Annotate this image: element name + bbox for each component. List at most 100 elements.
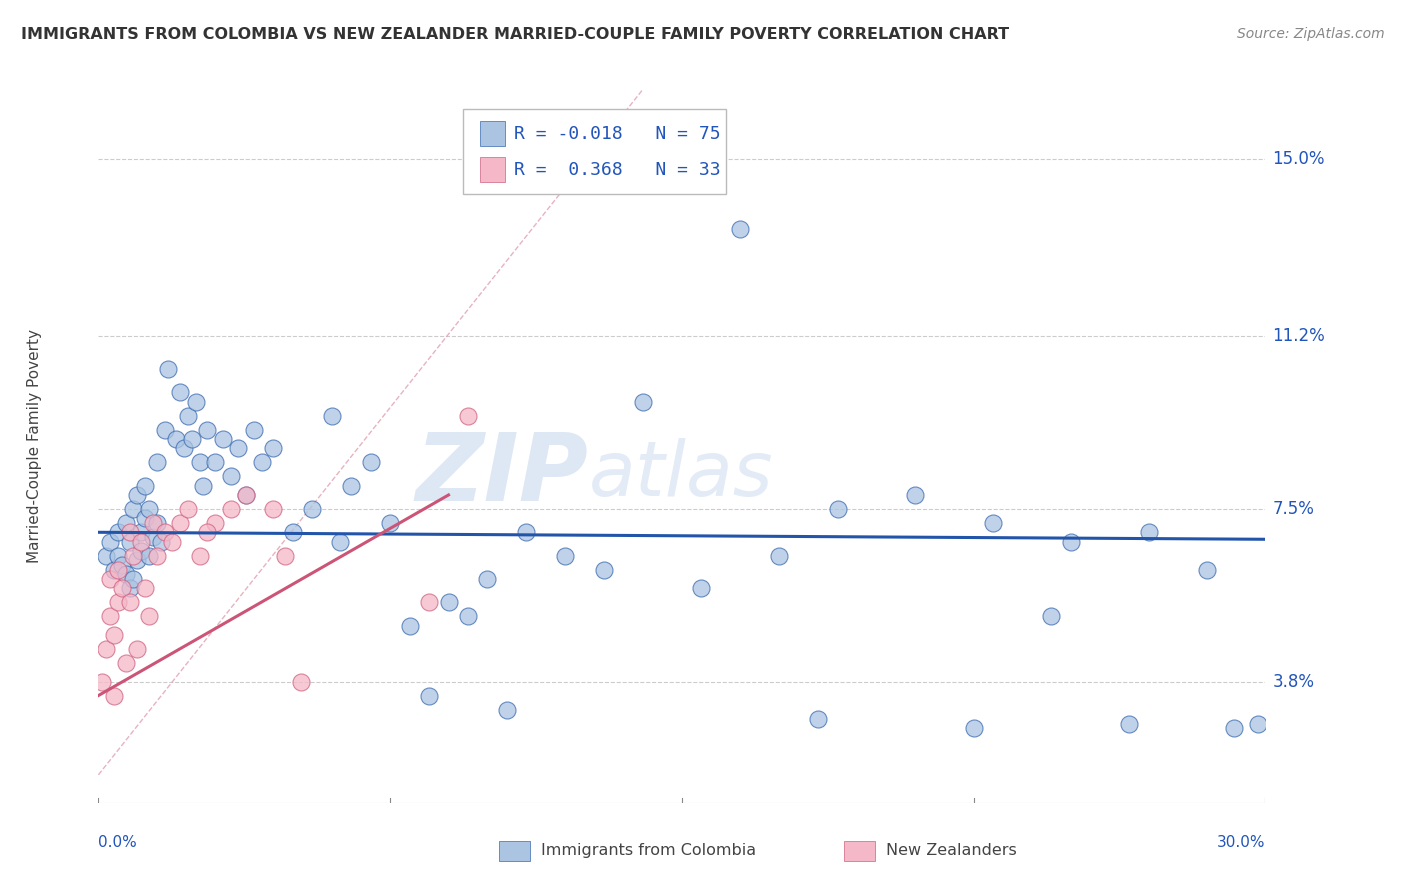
Text: 3.8%: 3.8% (1272, 673, 1315, 690)
Point (1118, 716, 1140, 731)
Point (98, 572, 121, 586)
Point (107, 525, 129, 540)
Point (321, 409, 343, 423)
Text: R =  0.368   N = 33: R = 0.368 N = 33 (513, 161, 720, 178)
Point (378, 516, 402, 530)
Point (177, 502, 200, 516)
Point (250, 455, 273, 469)
Point (177, 409, 200, 423)
Point (107, 549, 129, 563)
Point (122, 502, 145, 516)
Point (235, 488, 257, 502)
Point (169, 385, 191, 400)
Point (91, 674, 114, 689)
Point (188, 549, 211, 563)
Text: 30.0%: 30.0% (1218, 835, 1265, 850)
Point (827, 502, 849, 516)
Point (290, 674, 312, 689)
Point (118, 534, 141, 549)
Point (129, 544, 152, 558)
Point (962, 721, 984, 735)
Point (149, 534, 172, 549)
Point (418, 595, 440, 609)
Point (138, 609, 160, 624)
Point (103, 628, 125, 642)
Point (329, 534, 352, 549)
Point (122, 549, 145, 563)
Point (281, 525, 304, 540)
Point (153, 525, 176, 540)
Point (768, 549, 790, 563)
Text: 11.2%: 11.2% (1272, 327, 1324, 345)
Point (193, 478, 215, 492)
Text: Immigrants from Colombia: Immigrants from Colombia (541, 844, 756, 858)
Point (138, 502, 160, 516)
Point (554, 549, 576, 563)
Point (107, 563, 129, 577)
Point (1040, 609, 1063, 624)
Point (219, 469, 242, 483)
Point (129, 525, 152, 540)
Text: IMMIGRANTS FROM COLOMBIA VS NEW ZEALANDER MARRIED-COUPLE FAMILY POVERTY CORRELAT: IMMIGRANTS FROM COLOMBIA VS NEW ZEALANDE… (21, 27, 1010, 42)
Point (127, 641, 149, 656)
Point (98, 534, 121, 549)
Text: atlas: atlas (589, 438, 773, 511)
Point (1137, 525, 1160, 540)
Point (173, 442, 195, 456)
Point (195, 525, 218, 540)
Point (162, 534, 184, 549)
Point (138, 549, 160, 563)
Point (593, 563, 616, 577)
Point (398, 618, 420, 632)
Point (235, 488, 257, 502)
Point (1223, 721, 1246, 735)
Point (495, 702, 517, 716)
Point (134, 478, 156, 492)
Point (262, 502, 284, 516)
Point (157, 362, 180, 376)
Point (457, 609, 479, 624)
Point (96, 549, 118, 563)
Point (127, 488, 149, 502)
Point (1195, 563, 1218, 577)
Point (212, 432, 235, 446)
Point (129, 534, 152, 549)
Point (360, 455, 382, 469)
Point (204, 516, 226, 530)
Point (118, 581, 141, 595)
Point (169, 516, 191, 530)
Point (111, 581, 134, 595)
Point (195, 423, 218, 437)
Point (134, 581, 156, 595)
Point (142, 516, 165, 530)
Point (515, 525, 537, 540)
Text: R = -0.018   N = 75: R = -0.018 N = 75 (513, 125, 720, 143)
Point (114, 656, 136, 670)
Point (153, 423, 176, 437)
Point (103, 689, 125, 703)
Text: Married-Couple Family Poverty: Married-Couple Family Poverty (27, 329, 42, 563)
Point (981, 516, 1004, 530)
Point (146, 455, 169, 469)
Point (437, 595, 460, 609)
Point (165, 432, 187, 446)
Point (728, 222, 751, 236)
Point (118, 595, 141, 609)
Point (146, 549, 169, 563)
Point (340, 478, 363, 492)
Point (274, 549, 297, 563)
Text: ZIP: ZIP (416, 428, 589, 521)
Point (142, 530, 165, 544)
Point (228, 442, 250, 456)
Point (114, 516, 136, 530)
Point (184, 394, 207, 409)
Point (904, 488, 927, 502)
Text: New Zealanders: New Zealanders (886, 844, 1017, 858)
Point (262, 442, 284, 456)
Point (134, 511, 156, 525)
Point (98, 609, 121, 624)
Point (96, 641, 118, 656)
Point (1060, 534, 1083, 549)
Point (418, 689, 440, 703)
Point (477, 572, 499, 586)
